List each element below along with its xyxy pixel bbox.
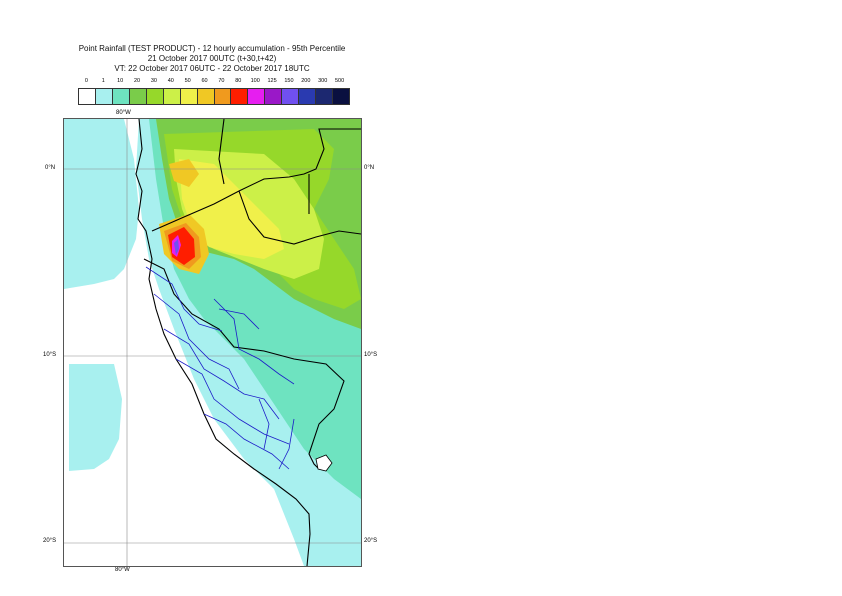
lake-titicaca: [315, 454, 333, 472]
legend-threshold-label: 200: [301, 78, 311, 84]
legend-threshold-label: 100: [250, 78, 260, 84]
legend-threshold-label: 500: [334, 78, 345, 84]
map-validity-time: VT: 22 October 2017 06UTC - 22 October 2…: [114, 64, 310, 73]
legend-threshold-label: 40: [167, 78, 174, 84]
legend-swatch: [282, 89, 300, 104]
map-title: Point Rainfall (TEST PRODUCT) - 12 hourl…: [78, 44, 346, 53]
legend-threshold-label: 0: [84, 78, 88, 84]
regional-borders: [145, 266, 295, 470]
legend-swatch: [112, 89, 130, 104]
lat-label-right-10s: 10°S: [364, 352, 378, 358]
lon-label-bottom: 80°W: [115, 567, 130, 573]
legend-swatch: [248, 89, 266, 104]
rain-band-150mm: [174, 239, 179, 255]
graticule: [64, 119, 361, 566]
rain-band-50mm: [179, 159, 284, 259]
legend-swatch: [316, 89, 334, 104]
legend-swatch: [197, 89, 215, 104]
map-run-time: 21 October 2017 00UTC (t+30,t+42): [147, 54, 277, 63]
lat-label-left-20s: 20°S: [43, 538, 57, 544]
lat-label-left-0n: 0°N: [45, 165, 56, 171]
lat-label-right-20s: 20°S: [364, 538, 378, 544]
rainfall-map[interactable]: [63, 118, 362, 567]
rain-band-60mm-north: [169, 159, 199, 187]
legend-swatch: [163, 89, 181, 104]
legend-swatch: [95, 89, 113, 104]
country-borders: [143, 119, 361, 470]
legend-threshold-label: 300: [318, 78, 328, 84]
legend-threshold-label: 20: [134, 78, 141, 84]
legend-swatch: [214, 89, 232, 104]
legend-threshold-label: 150: [284, 78, 294, 84]
legend-swatch: [231, 89, 249, 104]
legend-swatch: [180, 89, 198, 104]
legend-threshold-label: 80: [235, 78, 242, 84]
legend-threshold-label: 125: [267, 78, 277, 84]
legend-threshold-label: 60: [201, 78, 208, 84]
offshore-light-rain-south: [69, 364, 122, 471]
lon-label-top: 80°W: [116, 110, 131, 116]
legend-threshold-label: 10: [117, 78, 124, 84]
legend-color-bar: [78, 88, 350, 105]
legend-labels: 0 1 10 20 30 40 50 60 70 80 100 125 150 200 300 500: [78, 78, 350, 87]
rain-band-100mm: [168, 227, 195, 265]
legend-swatch: [79, 89, 96, 104]
color-legend: 0 1 10 20 30 40 50 60 70 80 100 125 150 200 300 500: [78, 78, 350, 105]
lat-label-left-10s: 10°S: [43, 352, 57, 358]
legend-threshold-label: 1: [101, 78, 105, 84]
legend-swatch: [299, 89, 317, 104]
offshore-light-rain: [64, 119, 139, 289]
legend-swatch: [129, 89, 147, 104]
legend-swatch: [265, 89, 283, 104]
legend-swatch: [146, 89, 164, 104]
rainfall-map-canvas: [64, 119, 361, 566]
legend-threshold-label: 50: [184, 78, 191, 84]
legend-swatch: [333, 89, 349, 104]
legend-threshold-label: 30: [150, 78, 157, 84]
legend-threshold-label: 70: [218, 78, 225, 84]
lat-label-right-0n: 0°N: [364, 165, 375, 171]
